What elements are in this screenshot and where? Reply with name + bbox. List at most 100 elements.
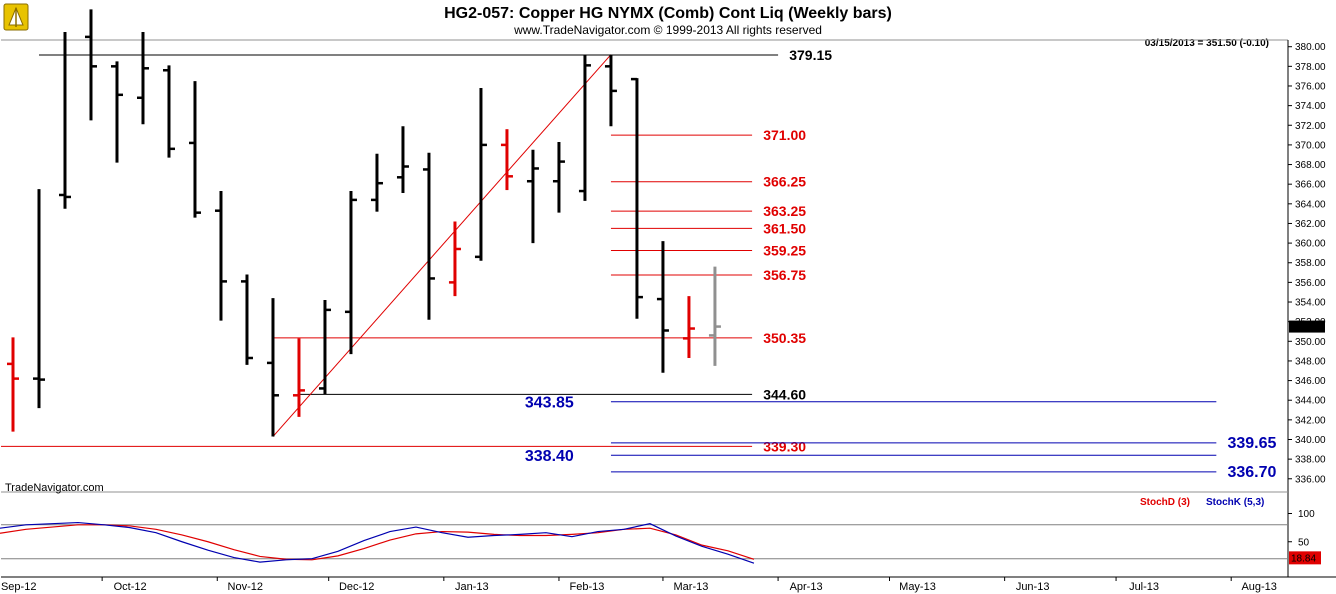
y-tick-label: 378.00 <box>1295 62 1326 73</box>
level-label: 371.00 <box>763 127 806 143</box>
y-tick-label: 354.00 <box>1295 298 1326 309</box>
ohlc-bar <box>474 87 487 261</box>
x-tick-label: May-13 <box>899 581 936 593</box>
watermark: TradeNavigator.com <box>5 482 104 494</box>
y-tick-label: 344.00 <box>1295 396 1326 407</box>
trendline <box>272 54 612 437</box>
level-label: 379.15 <box>789 47 832 63</box>
ohlc-bar <box>708 266 721 366</box>
ohlc-bar <box>292 338 305 417</box>
y-tick-label: 346.00 <box>1295 376 1326 387</box>
tradenavigator-logo <box>3 3 29 31</box>
ohlc-bars <box>7 9 721 437</box>
y-tick-label: 366.00 <box>1295 180 1326 191</box>
ohlc-bar <box>500 129 513 191</box>
ohlc-bar <box>214 191 227 321</box>
y-tick-label: 338.00 <box>1295 455 1326 466</box>
level-label: 344.60 <box>763 386 806 402</box>
level-label: 356.75 <box>763 267 806 283</box>
level-label: 361.50 <box>763 220 806 236</box>
x-tick-label: Dec-12 <box>339 581 374 593</box>
x-tick-label: Sep-12 <box>1 581 36 593</box>
ohlc-bar <box>370 153 383 212</box>
y-tick-label: 340.00 <box>1295 435 1326 446</box>
x-tick-label: Mar-13 <box>674 581 709 593</box>
x-tick-label: Jul-13 <box>1129 581 1159 593</box>
x-tick-label: Apr-13 <box>790 581 823 593</box>
y-tick-label: 364.00 <box>1295 199 1326 210</box>
stoch-y-tick-label: 50 <box>1298 537 1310 548</box>
y-tick-label: 376.00 <box>1295 81 1326 92</box>
y-tick-label: 374.00 <box>1295 101 1326 112</box>
ohlc-bar <box>110 61 123 163</box>
ohlc-bar <box>58 31 71 209</box>
stoch-series-line <box>0 524 755 561</box>
y-tick-label: 342.00 <box>1295 415 1326 426</box>
ohlc-bar <box>656 241 669 373</box>
ohlc-bar <box>32 189 45 409</box>
y-tick-label: 350.00 <box>1295 337 1326 348</box>
ohlc-bar <box>604 54 617 127</box>
stoch-last-label: 18.84 <box>1291 553 1316 564</box>
ohlc-bar <box>7 337 19 432</box>
x-tick-label: Nov-12 <box>228 581 263 593</box>
y-tick-label: 372.00 <box>1295 121 1326 132</box>
stoch-y-tick-label: 100 <box>1298 509 1315 520</box>
y-tick-label: 348.00 <box>1295 356 1326 367</box>
stoch-last-box <box>1289 551 1321 565</box>
last-quote: 03/15/2013 = 351.50 (-0.10) <box>1145 38 1269 49</box>
chart-title: HG2-057: Copper HG NYMX (Comb) Cont Liq … <box>444 5 892 22</box>
level-label: 363.25 <box>763 203 806 219</box>
y-tick-label: 362.00 <box>1295 219 1326 230</box>
ohlc-bar <box>682 296 695 358</box>
y-tick-label: 370.00 <box>1295 140 1326 151</box>
x-tick-label: Aug-13 <box>1241 581 1276 593</box>
y-tick-label: 368.00 <box>1295 160 1326 171</box>
level-label: 366.25 <box>763 174 806 190</box>
ohlc-bar <box>84 9 97 121</box>
level-label: 359.25 <box>763 242 806 258</box>
stochastic-legend: StochD (3) StochK (5,3) <box>1140 497 1264 508</box>
ohlc-bar <box>552 141 565 213</box>
ohlc-bar <box>422 152 435 320</box>
last-price-box <box>1289 320 1325 333</box>
ohlc-bar <box>578 54 591 201</box>
stochastic-last-value-tag: 18.84 <box>1289 551 1321 565</box>
chart-subtitle: www.TradeNavigator.com © 1999-2013 All r… <box>513 23 822 37</box>
legend-entry: StochK (5,3) <box>1206 497 1264 508</box>
ohlc-bar <box>266 298 279 437</box>
stochastic-lines <box>0 521 755 564</box>
ohlc-bar <box>162 65 175 158</box>
ohlc-bar <box>526 149 539 244</box>
ohlc-bar <box>188 81 201 218</box>
y-tick-label: 356.00 <box>1295 278 1326 289</box>
y-tick-label: 360.00 <box>1295 239 1326 250</box>
stoch-series-line <box>0 521 755 564</box>
y-tick-label: 358.00 <box>1295 258 1326 269</box>
last-price-tag: 351.50 <box>1289 320 1325 334</box>
last-price-label: 351.50 <box>1291 323 1322 334</box>
ohlc-bar <box>240 274 253 365</box>
ohlc-bar <box>396 126 409 194</box>
x-axis: Sep-12 Oct-12 Nov-12 Dec-12 Jan-13 Feb-13 Mar-… <box>1 577 1277 593</box>
level-label: 338.40 <box>525 448 574 465</box>
level-label: 336.70 <box>1227 464 1276 481</box>
level-label: 339.65 <box>1227 435 1276 452</box>
ohlc-bar <box>136 31 149 125</box>
stochastic-y-axis: 50 100 <box>1288 509 1315 548</box>
level-label: 350.35 <box>763 330 806 346</box>
ohlc-bar <box>318 300 331 395</box>
legend-entry: StochD (3) <box>1140 497 1190 508</box>
y-tick-label: 336.00 <box>1295 474 1326 485</box>
trendline-layer <box>272 54 612 437</box>
level-label: 339.30 <box>763 438 806 454</box>
y-tick-label: 380.00 <box>1295 42 1326 53</box>
x-tick-label: Feb-13 <box>570 581 605 593</box>
ohlc-bar <box>344 191 357 355</box>
level-label: 343.85 <box>525 395 574 412</box>
ohlc-bar <box>630 77 643 319</box>
x-tick-label: Oct-12 <box>114 581 147 593</box>
ohlc-bar <box>448 221 461 297</box>
